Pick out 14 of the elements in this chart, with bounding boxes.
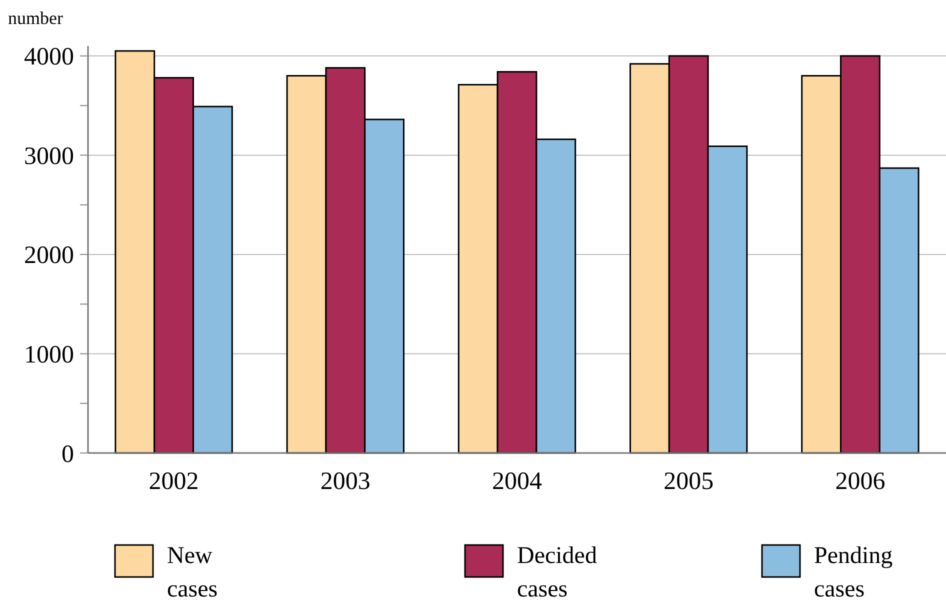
x-tick-label: 2004 [492,468,542,495]
y-tick-label: 2000 [24,242,74,270]
x-tick-label: 2002 [148,468,199,495]
legend-label: New cases [167,543,218,603]
y-axis-title: number [8,8,63,28]
legend-label: Decided cases [517,543,597,603]
y-tick-label: 3000 [24,142,74,170]
y-tick-label: 1000 [24,341,74,368]
x-tick-label: 2003 [320,468,370,495]
x-tick-label: 2005 [664,468,714,495]
y-tick-label: 4000 [24,44,74,71]
y-tick-label: 0 [62,440,74,468]
legend-label: Pending cases [814,543,893,603]
x-tick-label: 2006 [835,468,886,495]
